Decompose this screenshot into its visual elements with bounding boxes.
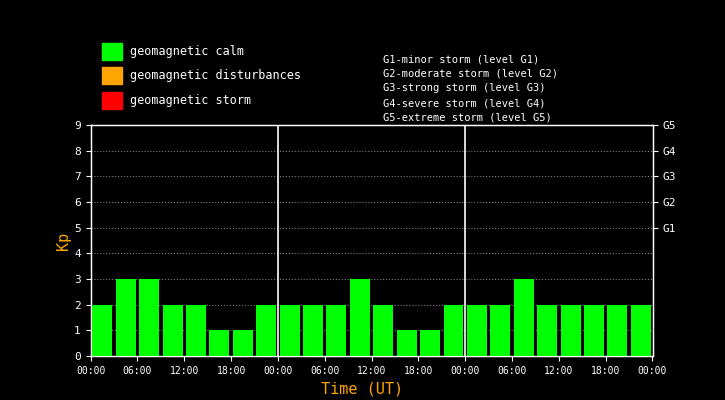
Bar xyxy=(560,305,581,356)
Bar xyxy=(490,305,510,356)
Bar xyxy=(210,330,229,356)
Bar xyxy=(233,330,253,356)
Bar xyxy=(116,279,136,356)
Bar xyxy=(139,279,159,356)
Bar xyxy=(537,305,557,356)
FancyBboxPatch shape xyxy=(102,67,122,84)
Bar xyxy=(373,305,393,356)
FancyBboxPatch shape xyxy=(102,43,122,60)
Bar xyxy=(256,305,276,356)
Text: G1-minor storm (level G1): G1-minor storm (level G1) xyxy=(383,54,539,64)
Text: geomagnetic disturbances: geomagnetic disturbances xyxy=(130,69,301,82)
Text: G2-moderate storm (level G2): G2-moderate storm (level G2) xyxy=(383,69,558,79)
Text: G5-extreme storm (level G5): G5-extreme storm (level G5) xyxy=(383,113,552,123)
Bar xyxy=(326,305,347,356)
Bar xyxy=(514,279,534,356)
Bar xyxy=(420,330,440,356)
Bar xyxy=(584,305,604,356)
Bar xyxy=(303,305,323,356)
Text: geomagnetic storm: geomagnetic storm xyxy=(130,94,251,107)
Text: Time (UT): Time (UT) xyxy=(321,381,404,396)
Bar xyxy=(444,305,463,356)
Bar xyxy=(467,305,487,356)
Bar xyxy=(186,305,206,356)
Bar xyxy=(608,305,627,356)
Bar xyxy=(92,305,112,356)
Bar xyxy=(162,305,183,356)
FancyBboxPatch shape xyxy=(102,92,122,109)
Bar xyxy=(350,279,370,356)
Text: geomagnetic calm: geomagnetic calm xyxy=(130,44,244,58)
Text: G4-severe storm (level G4): G4-severe storm (level G4) xyxy=(383,98,545,108)
Text: G3-strong storm (level G3): G3-strong storm (level G3) xyxy=(383,84,545,94)
Bar xyxy=(631,305,651,356)
Bar xyxy=(280,305,299,356)
Y-axis label: Kp: Kp xyxy=(57,231,71,250)
Bar xyxy=(397,330,417,356)
